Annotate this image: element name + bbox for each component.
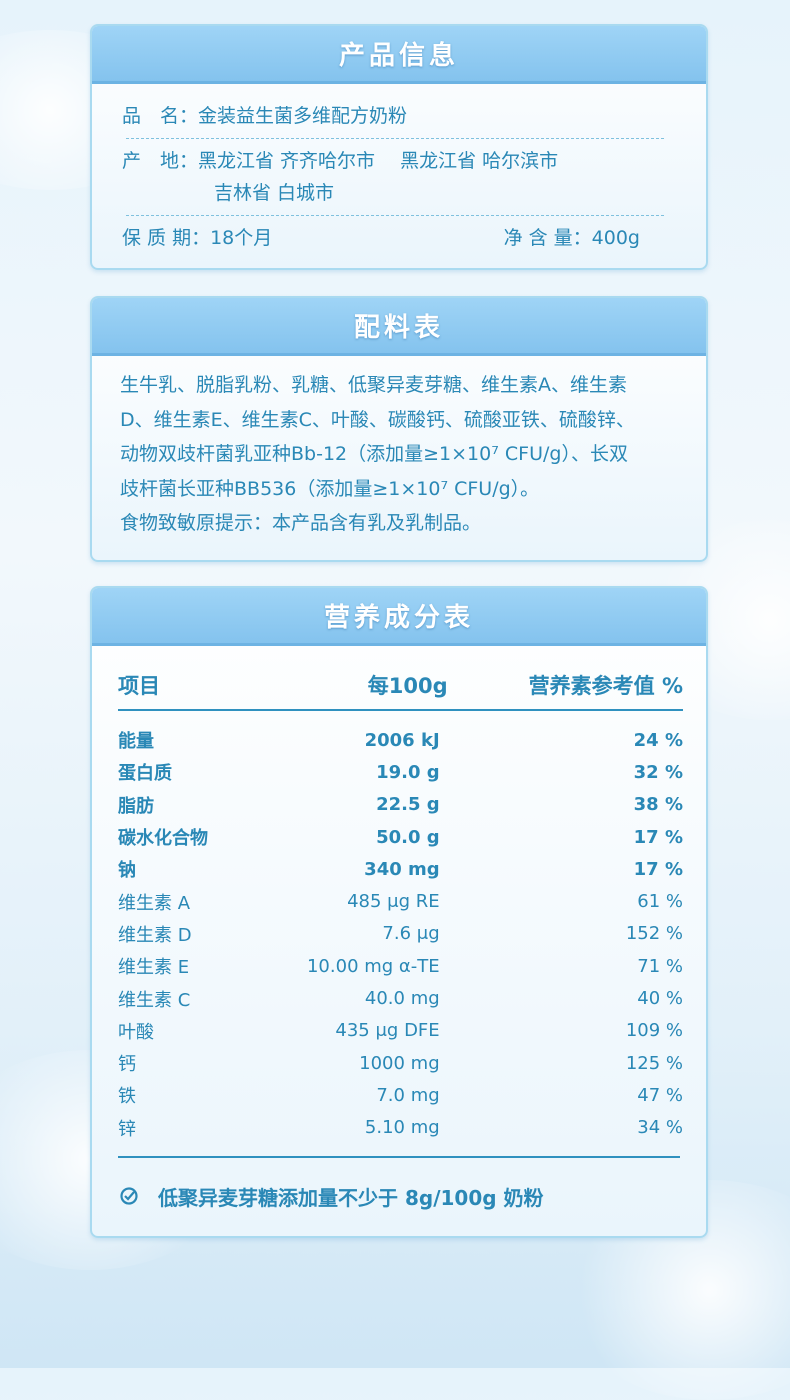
nutrient-nrv: 47 % [637, 1084, 683, 1106]
nutrient-amount: 485 μg RE [347, 891, 440, 913]
nutrient-name: 维生素 D [118, 924, 192, 946]
table-row: 维生素 A 485 μg RE 61 % [118, 885, 683, 917]
nutrient-amount: 435 μg DFE [335, 1020, 440, 1042]
nutrient-amount: 1000 mg [359, 1052, 440, 1074]
table-row: 脂肪 22.5 g 38 % [118, 789, 683, 821]
table-row: 维生素 D 7.6 μg 152 % [118, 918, 683, 950]
nutrient-amount: 19.0 g [376, 761, 440, 783]
product-name: 金装益生菌多维配方奶粉 [198, 105, 408, 127]
nutrient-nrv: 152 % [625, 923, 683, 945]
nutrient-nrv: 40 % [637, 988, 683, 1010]
ingredients-card: 配料表 生牛乳、脱脂乳粉、乳糖、低聚异麦芽糖、维生素A、维生素 D、维生素E、维… [90, 296, 708, 562]
product-info-title: 产品信息 [92, 26, 706, 84]
col-per100g: 每100g [367, 673, 448, 698]
nutrient-amount: 2006 kJ [364, 729, 440, 751]
nutrition-table: 项目 每100g 营养素参考值 % 能量 2006 kJ 24 % 蛋白质 19.0 g… [118, 660, 683, 1144]
origin-line2: 吉林省 白城市 [214, 182, 335, 204]
nutrient-name: 维生素 E [118, 957, 190, 979]
shelf-life: 18个月 [210, 227, 273, 249]
col-item: 项目 [118, 673, 160, 698]
nutrient-amount: 7.0 mg [376, 1084, 440, 1106]
shelf-label: 保 质 期： [122, 227, 211, 249]
net-label: 净 含 量： [503, 227, 592, 249]
net-weight: 400g [591, 227, 640, 249]
table-row: 维生素 E 10.00 mg α-TE 71 % [118, 950, 683, 982]
nutrient-name: 钠 [118, 860, 136, 882]
nutrient-amount: 40.0 mg [364, 988, 440, 1010]
allergen-note: 食物致敏原提示：本产品含有乳及乳制品。 [120, 512, 482, 534]
nutrition-title: 营养成分表 [92, 588, 706, 646]
nutrient-name: 能量 [118, 731, 154, 753]
nutrition-card: 营养成分表 项目 每100g 营养素参考值 % 能量 2006 kJ 24 % 蛋白质… [90, 586, 708, 1238]
nutrient-name: 维生素 C [118, 989, 191, 1011]
nutrient-amount: 10.00 mg α-TE [306, 955, 440, 977]
nutrient-amount: 22.5 g [376, 794, 440, 816]
nutrient-nrv: 34 % [637, 1117, 683, 1139]
nutrient-nrv: 38 % [633, 794, 683, 816]
table-row: 钠 340 mg 17 % [118, 853, 683, 885]
table-row: 铁 7.0 mg 47 % [118, 1079, 683, 1111]
name-label: 品 名： [122, 105, 199, 127]
nutrient-nrv: 125 % [625, 1052, 683, 1074]
nutrient-amount: 50.0 g [376, 826, 440, 848]
origin-label: 产 地： [122, 150, 199, 172]
table-row: 维生素 C 40.0 mg 40 % [118, 982, 683, 1014]
nutrient-nrv: 17 % [633, 858, 683, 880]
ingredients-title: 配料表 [92, 298, 706, 356]
nutrient-amount: 5.10 mg [364, 1117, 440, 1139]
nutrient-name: 钙 [118, 1054, 136, 1076]
check-circle-icon [120, 1187, 138, 1205]
nutrient-name: 叶酸 [118, 1021, 154, 1043]
table-row: 叶酸 435 μg DFE 109 % [118, 1015, 683, 1047]
table-row: 蛋白质 19.0 g 32 % [118, 756, 683, 788]
product-info-card: 产品信息 品 名：金装益生菌多维配方奶粉 产 地：黑龙江省 齐齐哈尔市 黑龙江省… [90, 24, 708, 270]
col-nrv: 营养素参考值 % [528, 673, 683, 698]
ingredients-line: 动物双歧杆菌乳亚种Bb-12（添加量≥1×10⁷ CFU/g）、长双 [120, 443, 628, 465]
table-row: 锌 5.10 mg 34 % [118, 1112, 683, 1144]
divider [126, 215, 664, 216]
nutrient-name: 脂肪 [118, 795, 154, 817]
ingredients-line: D、维生素E、维生素C、叶酸、碳酸钙、硫酸亚铁、硫酸锌、 [120, 408, 635, 431]
nutrient-name: 铁 [118, 1086, 136, 1108]
nutrient-name: 维生素 A [118, 892, 191, 914]
table-row: 能量 2006 kJ 24 % [118, 724, 683, 756]
oligosaccharide-note: 低聚异麦芽糖添加量不少于 8g/100g 奶粉 [158, 1185, 544, 1210]
nutrient-nrv: 61 % [637, 891, 683, 913]
nutrient-amount: 340 mg [364, 858, 440, 880]
divider [126, 138, 664, 139]
nutrient-nrv: 32 % [633, 761, 683, 783]
ingredients-line: 生牛乳、脱脂乳粉、乳糖、低聚异麦芽糖、维生素A、维生素 [120, 374, 627, 396]
nutrient-nrv: 109 % [625, 1020, 683, 1042]
table-row: 碳水化合物 50.0 g 17 % [118, 821, 683, 853]
divider [118, 1155, 680, 1158]
nutrient-nrv: 24 % [633, 729, 683, 751]
nutrient-nrv: 17 % [633, 826, 683, 848]
table-row: 钙 1000 mg 125 % [118, 1047, 683, 1079]
origin-line1: 黑龙江省 齐齐哈尔市 黑龙江省 哈尔滨市 [198, 150, 559, 172]
nutrient-name: 碳水化合物 [118, 828, 208, 850]
nutrient-nrv: 71 % [637, 955, 683, 977]
nutrient-name: 锌 [118, 1118, 136, 1140]
nutrient-name: 蛋白质 [118, 763, 172, 785]
nutrient-amount: 7.6 μg [382, 923, 440, 945]
ingredients-line: 歧杆菌长亚种BB536（添加量≥1×10⁷ CFU/g）。 [120, 477, 540, 500]
